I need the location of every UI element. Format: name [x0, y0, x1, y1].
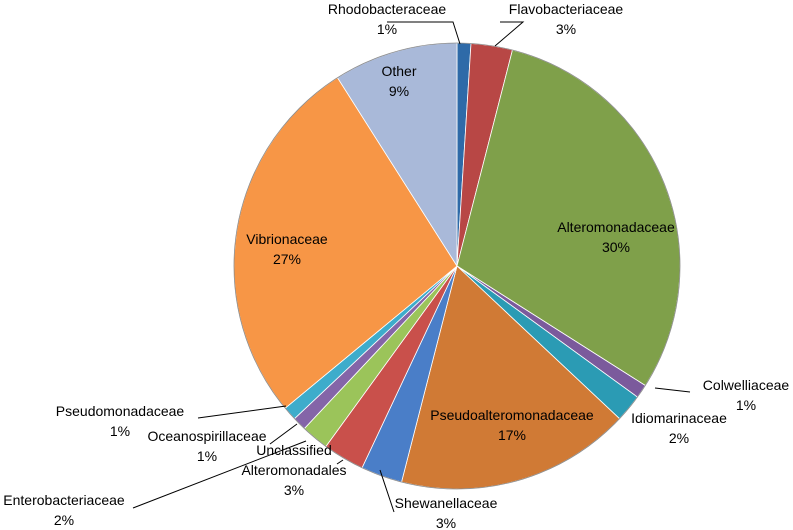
slice-label-rhodobacteraceae: Rhodobacteraceae 1% [328, 1, 447, 37]
leader-line-flavobacteriaceae [494, 21, 525, 47]
leader-line-unclassified-alteromonadales [336, 459, 344, 465]
slice-label-pseudomonadaceae: Pseudomonadaceae 1% [56, 403, 185, 439]
slice-label-oceanospirillaceae: Oceanospirillaceae 1% [147, 428, 266, 464]
slice-label-alteromonadaceae: Alteromonadaceae 30% [557, 219, 675, 255]
slice-label-idiomarinaceae: Idiomarinaceae 2% [631, 410, 727, 446]
pie-slices [233, 42, 681, 490]
pie-outline [233, 42, 681, 490]
slice-label-flavobacteriaceae: Flavobacteriaceae 3% [509, 1, 624, 37]
slice-label-pseudoalteromonadaceae: Pseudoalteromonadaceae 17% [430, 407, 594, 443]
slice-label-other: Other 9% [381, 63, 416, 99]
slice-label-colwelliaceae: Colwelliaceae 1% [703, 377, 790, 413]
leader-line-shewanellaceae [379, 469, 395, 513]
slice-label-enterobacteriaceae: Enterobacteriaceae 2% [3, 492, 125, 528]
slice-label-shewanellaceae: Shewanellaceae 3% [395, 495, 498, 530]
leader-line-rhodobacteraceae [387, 21, 461, 45]
label-leader-lines [132, 21, 691, 513]
leader-line-enterobacteriaceae [132, 440, 307, 509]
slice-label-unclassified-alteromonadales: Unclassified Alteromonadales 3% [241, 442, 346, 498]
leader-line-colwelliaceae [654, 387, 691, 393]
leader-line-pseudomonadaceae [197, 405, 287, 419]
slice-labels: Rhodobacteraceae 1% Flavobacteriaceae 3% Alt… [3, 1, 789, 530]
leader-line-oceanospirillaceae [269, 423, 298, 445]
slice-label-vibrionaceae: Vibrionaceae 27% [246, 231, 328, 267]
